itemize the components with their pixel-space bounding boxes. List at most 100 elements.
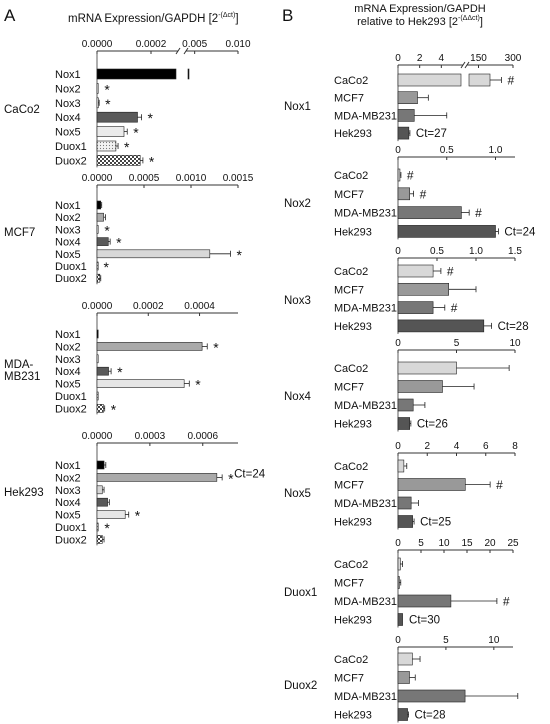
bar-nox2 (96, 473, 218, 482)
bar-hek293 (397, 319, 485, 333)
bar-nox5 (96, 510, 126, 519)
bar-nox1 (96, 200, 102, 210)
tick-label: 2 (417, 53, 423, 64)
tick-label: 0.0006 (187, 431, 218, 442)
bar-hek293 (397, 225, 496, 238)
tick-label: 150 (470, 53, 487, 64)
tick-label: 0.005 (182, 39, 207, 50)
panel-b-header-line2-end: ] (480, 16, 483, 28)
bar-caco2 (397, 73, 462, 87)
bar-duox2 (96, 155, 141, 166)
bar-mcf7 (397, 91, 418, 104)
group-label: Nox4 (284, 391, 311, 403)
bar-hek293 (397, 417, 410, 430)
group-label: Hek293 (4, 487, 44, 499)
tick-label: 2 (424, 441, 430, 452)
tick-label: 5 (443, 635, 449, 646)
significance-marker: # (407, 169, 414, 183)
bar-caco2 (397, 557, 401, 571)
category-label-nox3: Nox3 (55, 224, 81, 236)
significance-marker: * (195, 377, 201, 393)
category-label-nox2: Nox2 (55, 341, 81, 353)
category-label-nox1: Nox1 (55, 69, 81, 81)
chart-nox5: 0 2 4 6 8 Nox5 CaCo2 MCF7 # MDA-MB231 Hek293 Ct=25 (284, 441, 518, 530)
bar-nox4 (96, 366, 109, 376)
significance-marker: * (236, 247, 242, 263)
ct-annotation: Ct=28 (498, 321, 529, 333)
group-label: MB231 (4, 371, 40, 383)
chart-nox1: 0 2 4 150 300 Nox1 CaCo2 # MCF7 MDA-MB231 Hek293 Ct… (284, 53, 522, 142)
ct-annotation: Ct=25 (420, 517, 451, 529)
ct-annotation: Ct=28 (415, 710, 446, 722)
category-label-duox2: Duox2 (55, 403, 87, 415)
bar-mcf7 (397, 282, 450, 296)
tick-label: 20 (484, 538, 496, 549)
bar-duox2 (96, 273, 101, 283)
tick-label: 0.0000 (82, 39, 113, 50)
panel-a-header-end: ] (235, 13, 238, 25)
bar-mcf7 (397, 576, 400, 589)
significance-marker: * (117, 364, 123, 380)
category-label-nox4: Nox4 (55, 112, 81, 124)
tick-label: 15 (461, 538, 473, 549)
ct-annotation: Ct=24 (504, 226, 536, 238)
category-label-hek293: Hek293 (334, 710, 372, 722)
panel-a-header-sup: -(Δct) (218, 12, 235, 19)
tick-label: 1.0 (489, 145, 503, 156)
bar-nox3 (96, 485, 103, 495)
chart-caco2: 0.0000 0.0002 0.005 0.010 CaCo2 Nox1 Nox2 * Nox3… (4, 39, 251, 169)
ct-annotation: Ct=26 (417, 419, 448, 431)
tick-label: 0 (395, 338, 401, 349)
bar-nox2 (96, 212, 104, 222)
tick-label: 0.0000 (82, 431, 113, 442)
category-label-mcf7: MCF7 (334, 284, 364, 296)
tick-label: 0.0004 (184, 301, 215, 312)
tick-label: 0.0002 (133, 301, 164, 312)
axis-break-mark (183, 47, 189, 55)
bar-duox2 (96, 535, 103, 544)
axis-break-mark (460, 61, 466, 69)
bar-nox2 (96, 342, 203, 351)
category-label-nox1: Nox1 (55, 200, 81, 212)
category-label-nox5: Nox5 (55, 379, 81, 391)
tick-label: 0.0002 (136, 39, 167, 50)
bar-nox4 (96, 237, 109, 246)
significance-marker: * (213, 339, 219, 355)
tick-label: 5 (454, 338, 460, 349)
tick-label: 0.0000 (82, 301, 113, 312)
significance-marker: * (104, 222, 110, 238)
tick-label: 0 (395, 53, 401, 64)
group-label: MCF7 (4, 227, 35, 239)
tick-label: 0.0010 (176, 173, 207, 184)
group-label: Duox1 (284, 587, 317, 599)
bar-hek293 (397, 515, 413, 528)
category-label-duox2: Duox2 (55, 534, 87, 546)
bar-nox2 (96, 83, 99, 94)
tick-label: 0.5 (430, 246, 444, 257)
tick-label: 8 (512, 441, 518, 452)
bar-caco2 (397, 652, 413, 666)
category-label-duox1: Duox1 (55, 141, 87, 153)
bar-mcf7 (397, 478, 466, 491)
bar-hek293 (397, 126, 410, 140)
axis-break-mark (175, 47, 181, 55)
bar-nox1 (96, 460, 105, 470)
category-label-caco2: CaCo2 (334, 654, 368, 666)
tick-label: 5 (418, 538, 424, 549)
panel-a-header-main: mRNA Expression/GAPDH [2 (68, 13, 218, 25)
category-label-caco2: CaCo2 (334, 266, 368, 278)
significance-marker: # (503, 595, 510, 609)
significance-marker: # (420, 187, 427, 201)
category-label-hek293: Hek293 (334, 128, 372, 140)
tick-label: 0 (395, 441, 401, 452)
category-label-mcf7: MCF7 (334, 189, 364, 201)
bar-nox1 (96, 68, 177, 80)
chart-duox1: 0 5 10 15 20 25 Duox1 CaCo2 MCF7 MDA-MB231 # Hek293… (284, 538, 519, 628)
ct-annotation: Ct=30 (409, 615, 440, 627)
category-label-nox4: Nox4 (55, 366, 81, 378)
bar-caco2 (397, 361, 457, 375)
bar-duox2 (96, 404, 104, 413)
category-label-nox1: Nox1 (55, 329, 81, 341)
